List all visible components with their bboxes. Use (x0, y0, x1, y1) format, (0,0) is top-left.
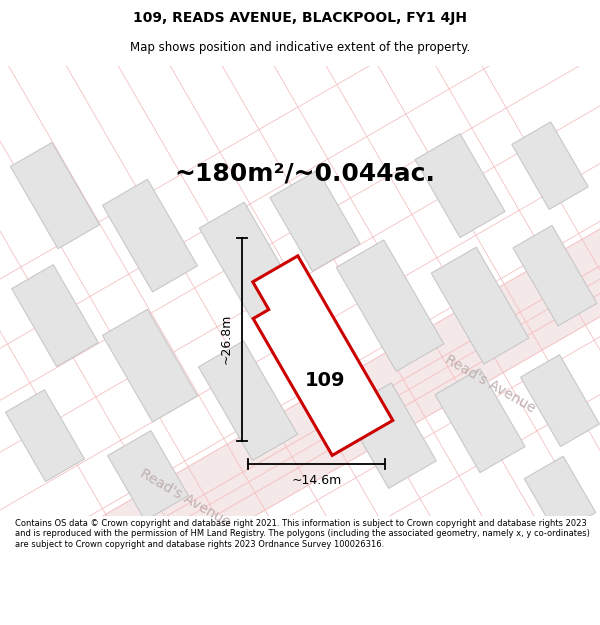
Polygon shape (103, 179, 197, 292)
Polygon shape (270, 170, 360, 271)
Polygon shape (12, 264, 98, 367)
Text: 109: 109 (305, 371, 345, 390)
Polygon shape (0, 6, 600, 625)
Polygon shape (521, 355, 599, 446)
Polygon shape (344, 383, 436, 488)
Polygon shape (336, 240, 444, 371)
Polygon shape (512, 122, 588, 209)
Polygon shape (199, 202, 297, 319)
Polygon shape (107, 431, 188, 521)
Text: Read's Avenue: Read's Avenue (137, 466, 233, 529)
Polygon shape (253, 256, 393, 456)
Polygon shape (435, 369, 525, 472)
Polygon shape (103, 309, 197, 422)
Text: Read's Avenue: Read's Avenue (442, 352, 538, 415)
Polygon shape (199, 341, 298, 461)
Text: ~180m²/~0.044ac.: ~180m²/~0.044ac. (175, 162, 436, 186)
Polygon shape (415, 134, 505, 238)
Text: ~14.6m: ~14.6m (292, 474, 341, 487)
Text: Map shows position and indicative extent of the property.: Map shows position and indicative extent… (130, 41, 470, 54)
Polygon shape (431, 247, 529, 364)
Text: Contains OS data © Crown copyright and database right 2021. This information is : Contains OS data © Crown copyright and d… (15, 519, 590, 549)
Polygon shape (5, 390, 85, 481)
Polygon shape (10, 142, 100, 249)
Polygon shape (513, 226, 597, 326)
Text: 109, READS AVENUE, BLACKPOOL, FY1 4JH: 109, READS AVENUE, BLACKPOOL, FY1 4JH (133, 11, 467, 26)
Text: ~26.8m: ~26.8m (220, 314, 233, 364)
Polygon shape (524, 456, 596, 535)
